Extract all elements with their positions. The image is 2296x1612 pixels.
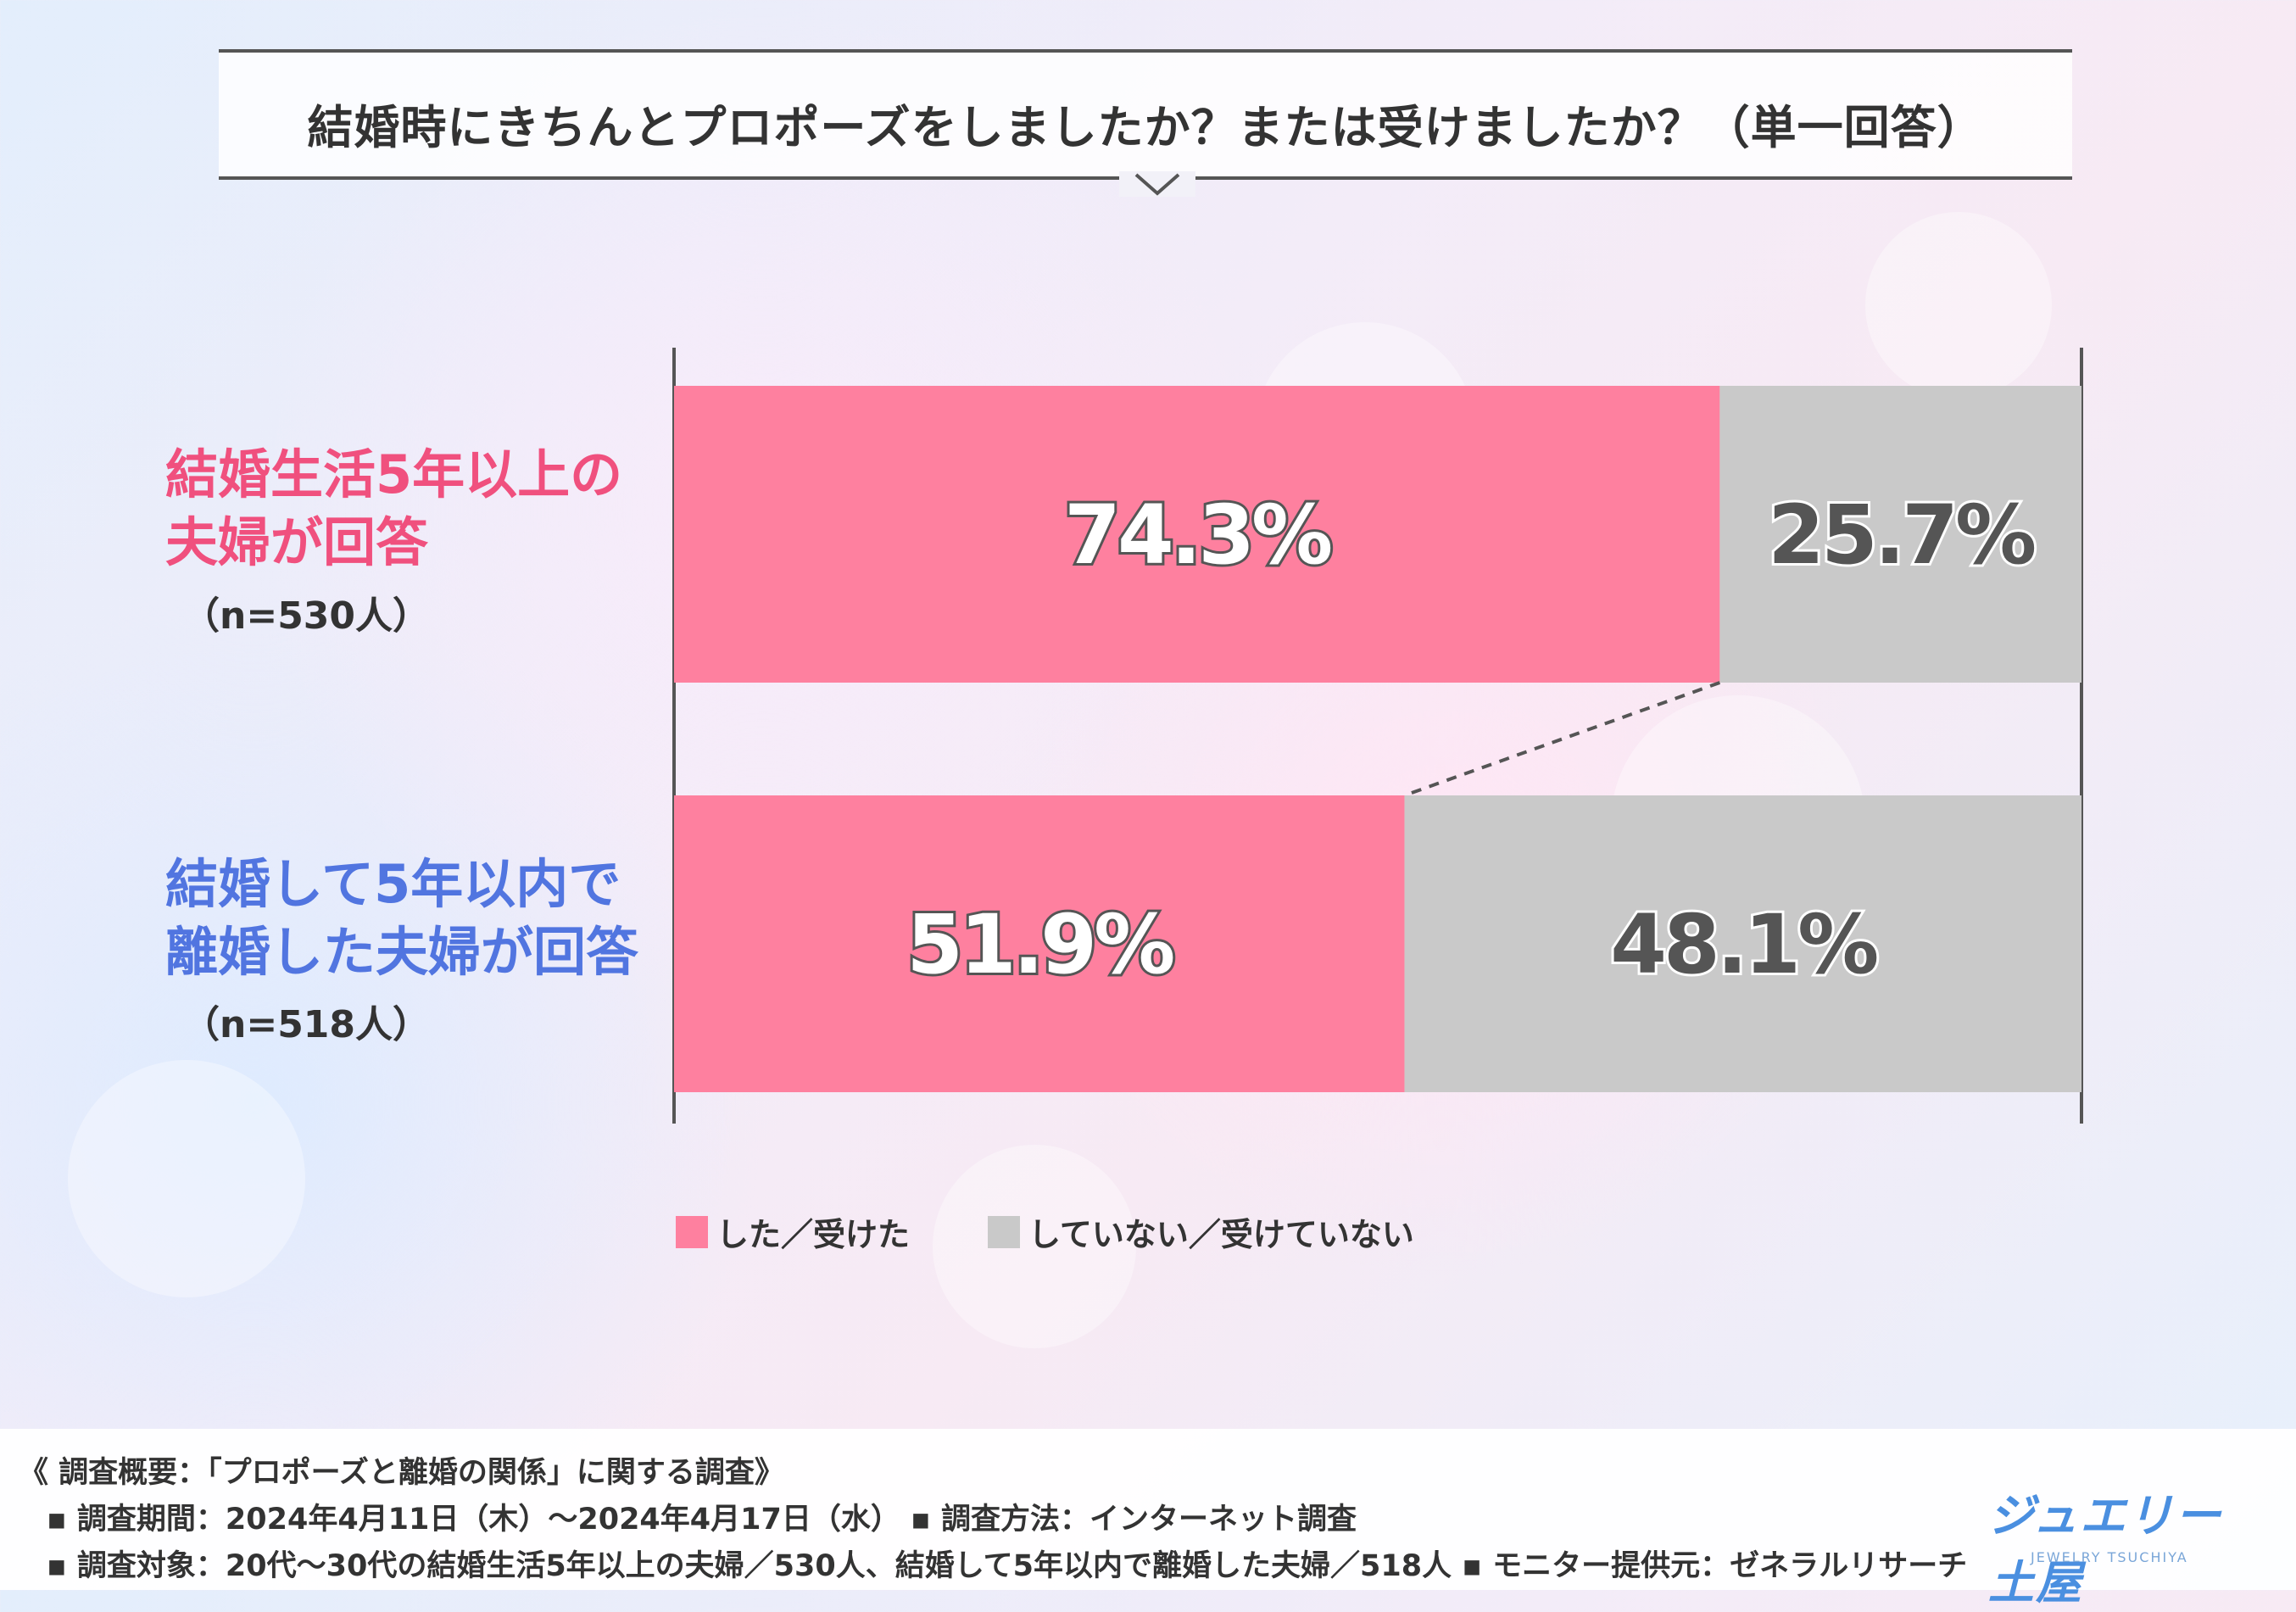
legend-label: した／受けた xyxy=(716,1216,911,1253)
row-label-divorced-5yr: 結婚して5年以内で 離婚した夫婦が回答 xyxy=(165,851,638,986)
bar-segment xyxy=(1719,386,2081,683)
stacked-bar-chart: 74.3% 25.7% 51.9% 48.1% xyxy=(672,348,2083,1124)
row-sample-size: （n=530人） xyxy=(182,594,431,638)
row-label-line: 結婚して5年以内で xyxy=(165,853,621,915)
row-label-married-5yr: 結婚生活5年以上の 夫婦が回答 xyxy=(165,441,622,577)
bar-value-label: 48.1% xyxy=(1610,897,1877,992)
row-label-line: 結婚生活5年以上の xyxy=(165,443,623,505)
legend-item-did-not: していない／受けていない xyxy=(988,1208,1414,1255)
legend-item-did: した／受けた xyxy=(676,1208,910,1255)
bar-value-label: 25.7% xyxy=(1768,488,2035,583)
bar-segment xyxy=(674,795,1405,1092)
row-label-line: 夫婦が回答 xyxy=(165,511,429,573)
survey-period: ▪ 調査期間：2024年4月11日（木）～2024年4月17日（水） ▪ 調査方… xyxy=(47,1503,1357,1537)
logo-text: ジュエリー土屋 xyxy=(1988,1489,2223,1609)
legend-label: していない／受けていない xyxy=(1028,1216,1414,1253)
bar-value-label: 74.3% xyxy=(1064,488,1331,583)
bar-segment xyxy=(674,386,1720,683)
legend-swatch-gray xyxy=(988,1215,1020,1248)
logo-subtext: JEWELRY TSUCHIYA xyxy=(2031,1549,2188,1565)
title-box: 結婚時にきちんとプロポーズをしましたか？または受けましたか？（単一回答） xyxy=(219,49,2072,180)
survey-footer xyxy=(0,1429,2296,1590)
bar-segment xyxy=(1404,795,2081,1092)
survey-heading: 《 調査概要：「プロポーズと離婚の関係」に関する調査》 xyxy=(19,1456,784,1490)
brand-logo: ジュエリー土屋 JEWELRY TSUCHIYA xyxy=(1980,1471,2268,1609)
row-label-line: 離婚した夫婦が回答 xyxy=(165,921,639,983)
row-sample-size: （n=518人） xyxy=(182,1003,431,1046)
legend-swatch-pink xyxy=(676,1215,708,1248)
survey-target: ▪ 調査対象：20代～30代の結婚生活5年以上の夫婦／530人、結婚して5年以内… xyxy=(47,1549,1968,1583)
comparison-connector xyxy=(1403,681,1721,797)
chart-title: 結婚時にきちんとプロポーズをしましたか？または受けましたか？（単一回答） xyxy=(307,101,1984,154)
bar-value-label: 51.9% xyxy=(906,897,1173,992)
title-chevron-icon xyxy=(1119,171,1195,197)
